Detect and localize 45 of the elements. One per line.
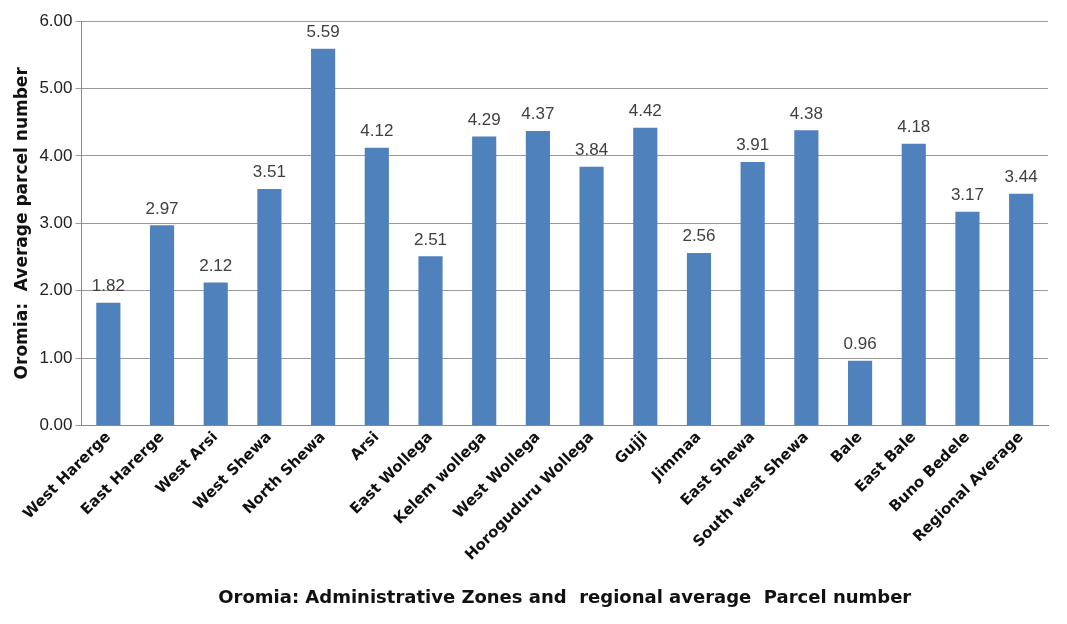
- bar: [955, 211, 980, 425]
- data-label: 4.37: [521, 104, 555, 124]
- bar: [257, 188, 282, 425]
- bar: [901, 143, 926, 425]
- y-tick-label: 1.00: [39, 347, 73, 367]
- y-tick-label: 3.00: [39, 212, 73, 232]
- data-label: 3.17: [950, 185, 984, 205]
- bar: [740, 162, 765, 425]
- data-label: 4.18: [897, 117, 931, 136]
- data-label: 4.42: [628, 100, 662, 120]
- data-label: 2.51: [413, 229, 448, 249]
- bar: [472, 136, 497, 425]
- data-label: 2.97: [145, 198, 179, 218]
- y-tick-label: 5.00: [39, 78, 73, 98]
- data-label: 1.82: [91, 275, 125, 295]
- y-tick-label: 6.00: [39, 10, 73, 30]
- bar: [579, 166, 604, 425]
- bar: [311, 48, 336, 425]
- data-label: 3.44: [1004, 166, 1038, 186]
- bar: [794, 130, 819, 425]
- data-label: 5.59: [306, 22, 340, 42]
- x-axis-title: Oromia: Administrative Zones and regional average Parcel number: [218, 585, 912, 607]
- bar: [149, 225, 175, 425]
- y-axis-title: Oromia: Average parcel number: [10, 66, 31, 380]
- bar: [96, 302, 121, 425]
- data-label: 3.51: [252, 162, 286, 182]
- y-tick-label: 4.00: [39, 145, 73, 165]
- data-label: 2.56: [682, 226, 716, 246]
- data-label: 3.84: [575, 139, 609, 159]
- data-label: 4.38: [789, 103, 823, 123]
- bar: [847, 360, 873, 425]
- bar: [203, 282, 228, 425]
- bar: [364, 147, 389, 425]
- bar: [418, 256, 443, 425]
- y-tick-label: 0.00: [39, 415, 73, 435]
- data-label: 4.29: [467, 109, 501, 129]
- bar: [633, 127, 658, 425]
- bar: [686, 252, 712, 425]
- y-tick-label: 2.00: [39, 280, 73, 300]
- data-label: 0.96: [843, 333, 877, 353]
- data-label: 2.12: [199, 255, 233, 275]
- data-label: 3.91: [736, 135, 770, 155]
- data-label: 4.12: [360, 121, 394, 141]
- bar: [1009, 193, 1034, 425]
- bar: [525, 131, 550, 425]
